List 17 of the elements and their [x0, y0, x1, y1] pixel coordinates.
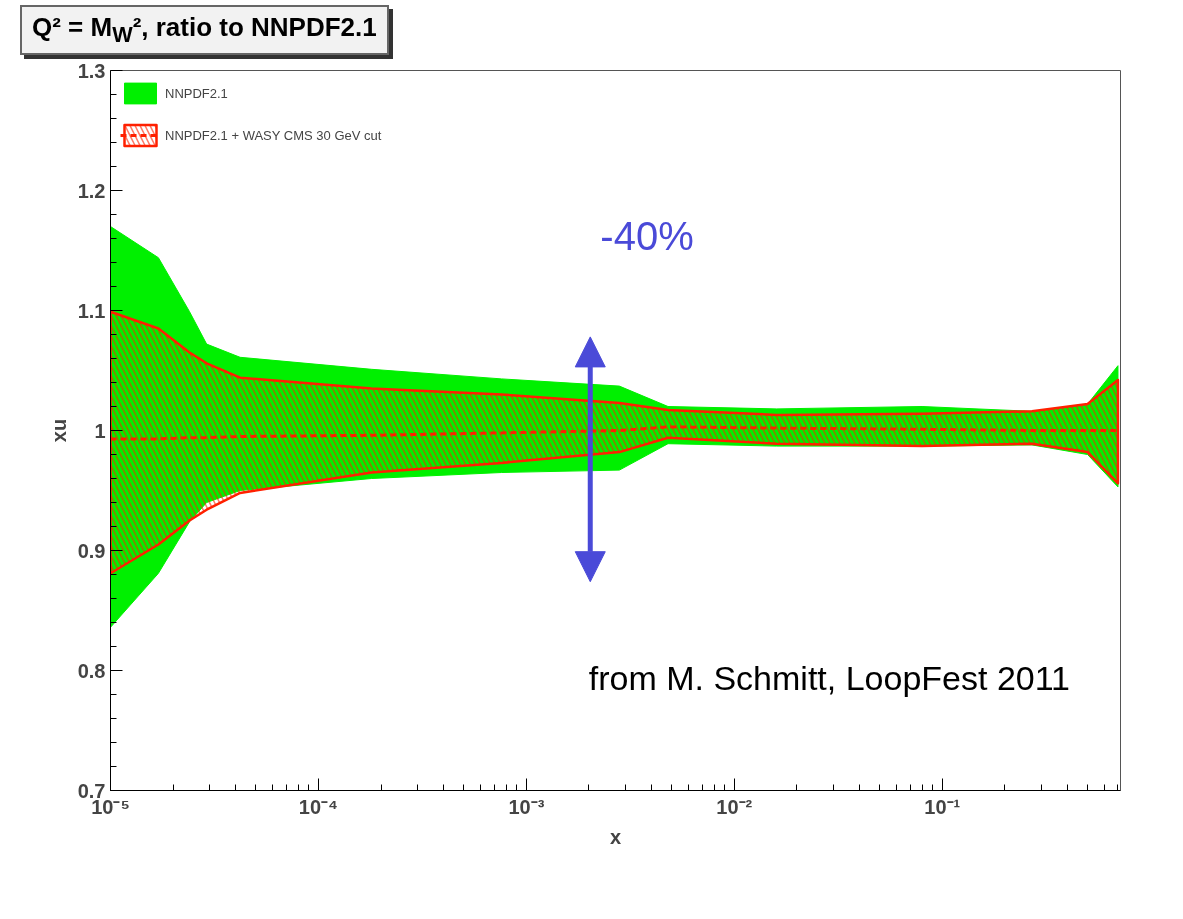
x-tick-label: 10⁻²: [716, 795, 753, 818]
annotation: from M. Schmitt, LoopFest 2011: [588, 658, 1070, 697]
x-tick-label: 10⁻³: [508, 795, 545, 818]
annotation: -40%: [600, 213, 694, 258]
x-axis-title: x: [609, 825, 622, 848]
legend-label: NNPDF2.1 + WASY CMS 30 GeV cut: [165, 127, 382, 143]
y-tick-label: 0.8: [77, 659, 106, 682]
legend-label: NNPDF2.1: [165, 85, 228, 101]
y-tick-label: 1.3: [77, 59, 106, 82]
x-tick-label: 10⁻⁴: [298, 795, 338, 818]
y-tick-label: 0.9: [77, 539, 106, 562]
y-tick-label: 1: [94, 419, 106, 442]
y-axis-title: xu: [47, 418, 70, 443]
y-tick-label: 1.2: [77, 179, 106, 202]
x-tick-label: 10⁻¹: [924, 795, 961, 818]
y-tick-label: 1.1: [77, 299, 106, 322]
chart-title: Q² = M$_{W}$², ratio to NNPDF2.1: [20, 5, 389, 56]
